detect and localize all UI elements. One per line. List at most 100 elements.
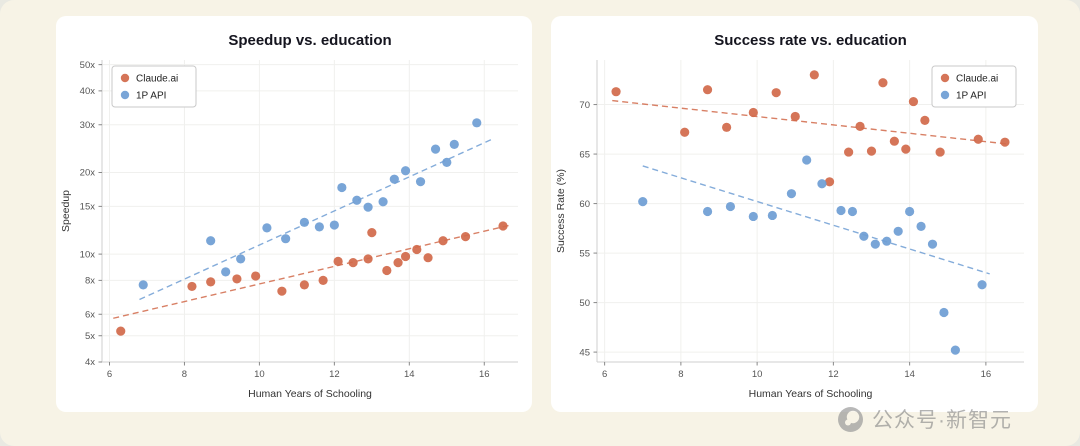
- legend-box: [931, 65, 1017, 108]
- claude-ai-point: [702, 85, 713, 95]
- claude-ai-point: [748, 107, 758, 118]
- claude-ai-point: [866, 146, 877, 156]
- claude-ai-point: [438, 236, 448, 246]
- 1p-api-point: [748, 211, 758, 222]
- 1p-api-point: [870, 239, 880, 249]
- claude-ai-legend-marker: [940, 73, 950, 83]
- claude-ai-point: [400, 251, 411, 262]
- 1p-api-point: [927, 239, 938, 249]
- y-tick-label: 55: [579, 248, 590, 259]
- claude-ai-point: [790, 111, 800, 122]
- 1p-api-point: [859, 231, 869, 241]
- 1p-api-point: [299, 217, 309, 227]
- y-tick-label: 6x: [85, 309, 95, 320]
- claude-ai-point: [348, 258, 358, 268]
- y-tick-label: 70: [579, 100, 590, 111]
- y-tick-label: 4x: [85, 357, 95, 368]
- 1p-api-point: [847, 206, 858, 217]
- claude-ai-point: [116, 326, 126, 336]
- 1p-api-point: [236, 254, 246, 264]
- claude-ai-point: [611, 87, 621, 97]
- 1p-api-point: [389, 174, 399, 184]
- y-tick-label: 8x: [85, 276, 95, 287]
- claude-ai-point: [844, 147, 854, 157]
- claude-ai-point: [299, 280, 309, 290]
- 1p-api-point: [786, 189, 797, 199]
- x-tick-label: 14: [404, 369, 415, 380]
- claude-ai-point: [973, 134, 983, 144]
- x-tick-label: 6: [602, 369, 607, 380]
- claude-ai-point: [363, 254, 373, 264]
- 1p-api-point: [449, 139, 459, 149]
- claude-ai-point: [277, 286, 287, 296]
- claude-ai-point: [809, 70, 819, 80]
- claude-ai-trendline: [612, 99, 1009, 145]
- 1p-api-point: [939, 307, 949, 318]
- watermark-text: 公众号·新智元: [872, 409, 1012, 432]
- x-tick-label: 16: [479, 369, 490, 380]
- x-axis-label: Human Years of Schooling: [749, 388, 873, 400]
- watermark: 公众号·新智元: [837, 404, 1012, 434]
- x-tick-label: 14: [904, 369, 915, 380]
- claude-ai-legend-marker: [120, 73, 130, 83]
- 1p-api-point: [950, 345, 960, 355]
- chart-title-speedup: Speedup vs. education: [228, 32, 392, 49]
- y-tick-label: 30x: [80, 120, 96, 131]
- 1p-api-point: [352, 195, 362, 205]
- claude-ai-point: [901, 144, 911, 154]
- claude-ai-point: [318, 275, 328, 285]
- y-axis-label: Success Rate (%): [555, 169, 567, 253]
- y-tick-label: 50x: [80, 60, 96, 71]
- 1p-api-point: [430, 144, 441, 154]
- 1p-api-point: [905, 206, 915, 217]
- claude-ai-point: [889, 136, 899, 146]
- claude-ai-point: [206, 277, 216, 287]
- x-tick-label: 10: [254, 369, 265, 380]
- 1p-api-point: [836, 205, 846, 216]
- 1p-api-point: [262, 223, 272, 233]
- chart-card-success-rate: Success rate vs. education 6 8 10 12 14 16 45 5…: [551, 16, 1038, 412]
- x-tick-label: 8: [182, 369, 187, 380]
- 1p-api-point: [702, 206, 713, 217]
- x-tick-label: 6: [107, 369, 112, 380]
- 1p-api-point: [977, 280, 987, 290]
- 1p-api-point: [802, 155, 812, 165]
- claude-ai-point: [393, 258, 403, 268]
- xinzhiyuan-logo-icon: [837, 406, 864, 433]
- claude-ai-point: [251, 271, 261, 281]
- 1p-api-point: [725, 201, 736, 212]
- claude-ai-point: [771, 88, 781, 98]
- speedup-scatter-chart: 6 8 10 12 14 16 4x 5x 6x 8x 10x 15x 20x 30x 40x 50x Huma…: [60, 60, 518, 400]
- 1p-api-legend-marker: [120, 90, 130, 100]
- y-tick-label: 10x: [80, 249, 96, 260]
- chart-card-speedup: Speedup vs. education 6 8 10 12 14 16 4x 5x 6x 8x…: [56, 16, 532, 412]
- claude-ai-point: [1000, 137, 1010, 147]
- x-axis-label: Human Years of Schooling: [248, 388, 372, 400]
- 1p-api-legend-label: 1P API: [136, 91, 166, 102]
- 1p-api-trendline: [642, 165, 990, 275]
- 1p-api-point: [882, 236, 892, 246]
- 1p-api-point: [329, 220, 339, 230]
- x-tick-label: 10: [752, 369, 763, 380]
- x-tick-label: 12: [828, 369, 839, 380]
- claude-ai-point: [382, 265, 392, 276]
- 1p-api-point: [378, 197, 388, 207]
- claude-ai-point: [722, 122, 732, 132]
- y-tick-label: 60: [579, 199, 590, 210]
- 1p-api-point: [206, 236, 216, 246]
- 1p-api-point: [281, 234, 291, 244]
- chart-title-success-rate: Success rate vs. education: [714, 32, 907, 49]
- claude-ai-point: [855, 121, 865, 131]
- claude-ai-point: [935, 147, 945, 157]
- 1p-api-point: [817, 179, 827, 189]
- 1p-api-point: [638, 196, 648, 207]
- y-tick-label: 20x: [80, 168, 96, 179]
- 1p-api-point: [337, 182, 347, 193]
- claude-ai-point: [460, 232, 471, 242]
- claude-ai-point: [824, 177, 835, 187]
- 1p-api-point: [472, 118, 482, 128]
- 1p-api-point: [767, 210, 777, 221]
- claude-ai-legend-label: Claude.ai: [956, 74, 998, 85]
- 1p-api-point: [893, 226, 903, 236]
